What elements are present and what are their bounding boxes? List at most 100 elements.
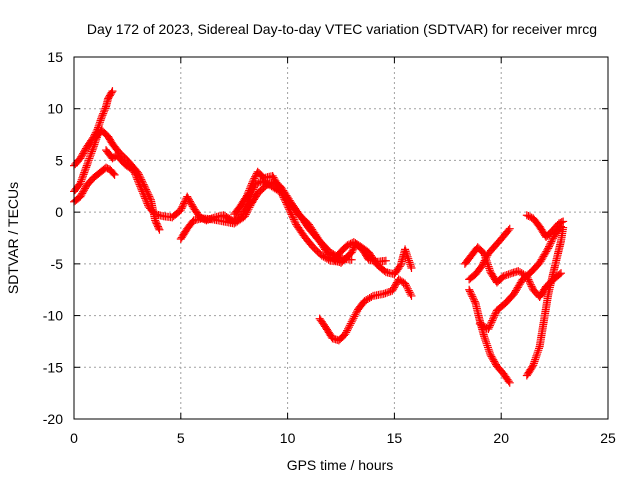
x-tick-label: 15 [387, 430, 403, 446]
data-point [543, 245, 552, 254]
data-point [484, 325, 493, 334]
data-point [559, 217, 568, 226]
data-point [349, 314, 358, 323]
data-point [345, 321, 354, 330]
x-tick-label: 0 [70, 430, 78, 446]
data-point [90, 132, 99, 141]
y-tick-label: -15 [43, 359, 63, 375]
data-point [87, 147, 96, 156]
data-point [155, 225, 164, 234]
data-point [82, 163, 91, 172]
data-point [528, 362, 537, 371]
data-point [133, 175, 142, 184]
data-point [132, 173, 141, 182]
data-point [136, 182, 145, 191]
data-point [342, 328, 351, 337]
data-point [499, 272, 508, 281]
data-point [94, 121, 103, 130]
data-point [348, 316, 357, 325]
data-point [545, 240, 554, 249]
data-point [469, 295, 478, 304]
data-point [79, 170, 88, 179]
data-point [525, 277, 534, 286]
data-point [405, 288, 414, 297]
y-tick-label: 10 [47, 101, 63, 117]
data-point [247, 181, 256, 190]
data-point [97, 114, 106, 123]
data-point [403, 284, 412, 293]
data-point [533, 350, 542, 359]
data-point [130, 168, 139, 177]
data-point [139, 190, 148, 199]
data-point [341, 330, 350, 339]
data-point [140, 192, 149, 201]
plot-frame [73, 56, 609, 420]
data-point [244, 188, 253, 197]
data-point [240, 212, 249, 221]
data-point [555, 224, 564, 233]
data-point [502, 271, 511, 280]
data-point [481, 254, 490, 263]
data-point [484, 345, 493, 354]
data-point [95, 118, 104, 127]
data-point [141, 196, 150, 205]
data-point [241, 210, 250, 219]
y-tick-label: 5 [55, 152, 63, 168]
data-point [77, 177, 86, 186]
data-point [478, 260, 487, 269]
data-point [406, 260, 415, 269]
data-point [402, 283, 411, 292]
data-point [557, 218, 566, 227]
data-point [101, 104, 110, 113]
data-point [526, 280, 535, 289]
data-point [94, 123, 103, 132]
data-point [134, 178, 143, 187]
data-point [480, 334, 489, 343]
data-point [548, 235, 557, 244]
data-point [529, 359, 538, 368]
data-point [78, 173, 87, 182]
data-point [547, 237, 556, 246]
data-point [244, 205, 253, 214]
data-point [99, 109, 108, 118]
data-point [531, 353, 540, 362]
data-point [109, 169, 118, 178]
data-point [139, 189, 148, 198]
data-point [352, 308, 361, 317]
data-point [245, 203, 254, 212]
data-point [83, 159, 92, 168]
data-point [405, 258, 414, 267]
data-point [534, 346, 543, 355]
data-point [404, 286, 413, 295]
data-point [555, 270, 564, 279]
data-point [487, 318, 496, 327]
data-point [484, 262, 493, 271]
data-point [465, 287, 474, 296]
data-point [250, 174, 259, 183]
data-point [265, 180, 274, 189]
data-point [180, 199, 189, 208]
data-point [557, 269, 566, 278]
data-point [485, 349, 494, 358]
data-point [90, 130, 99, 139]
data-point [131, 171, 140, 180]
data-point [403, 250, 412, 259]
data-point [407, 291, 416, 300]
y-tick-labels: 15 10 5 0 -5 -10 -15 -20 [43, 49, 63, 427]
data-point [548, 234, 557, 243]
data-points [70, 87, 568, 387]
data-point [177, 204, 186, 213]
data-point [350, 312, 359, 321]
data-point [89, 133, 98, 142]
series-sat-a [70, 163, 119, 206]
data-point [501, 271, 510, 280]
data-point [86, 152, 95, 161]
data-point [526, 278, 535, 287]
data-point [134, 177, 143, 186]
data-point [262, 181, 271, 190]
data-point [138, 187, 147, 196]
data-point [81, 165, 90, 174]
data-point [482, 339, 491, 348]
y-tick-label: 0 [55, 204, 63, 220]
data-point [347, 255, 356, 264]
